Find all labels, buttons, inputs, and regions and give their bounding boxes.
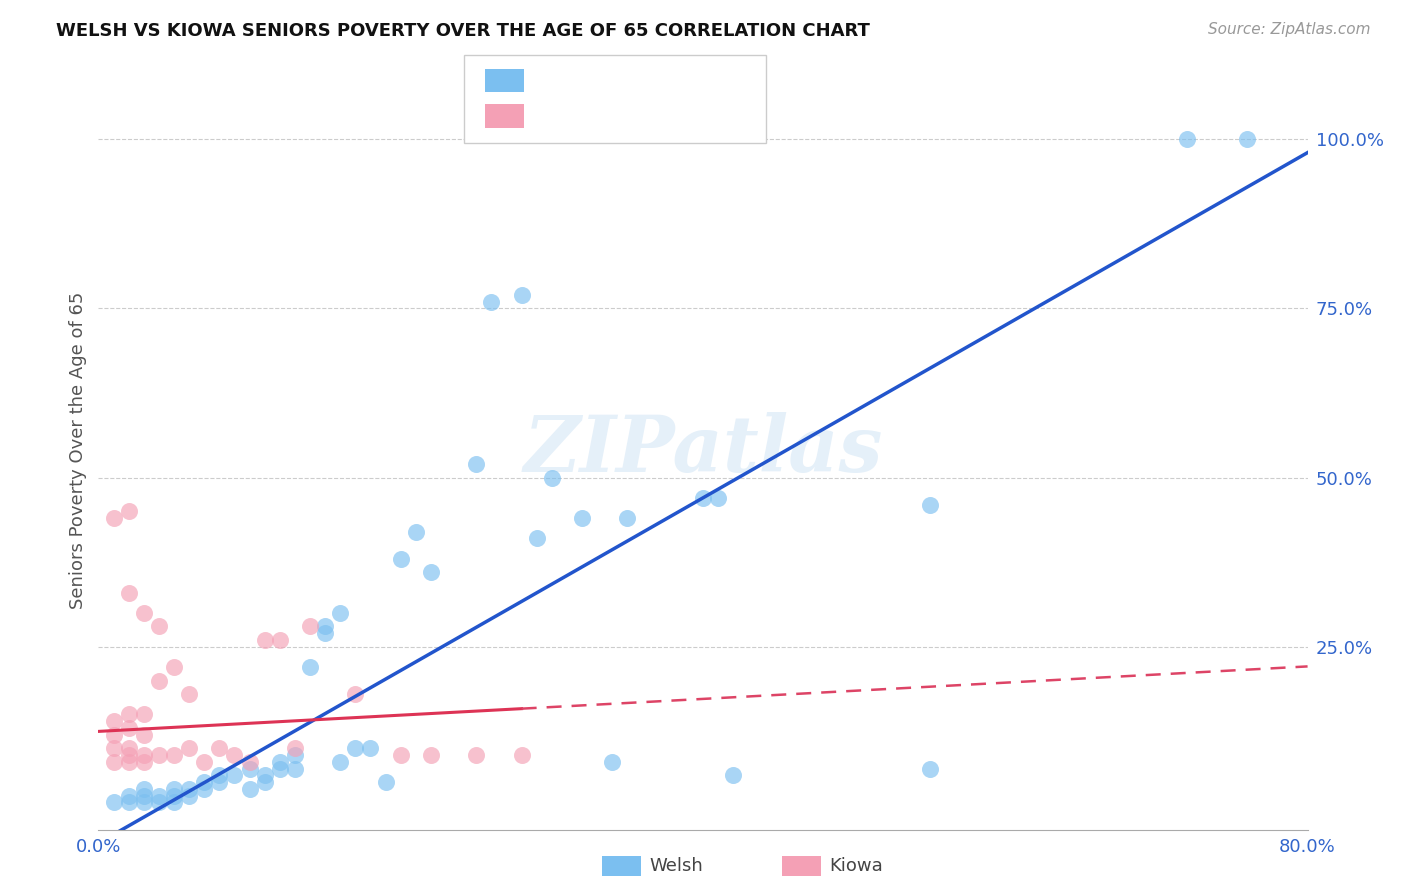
- Point: [103, 741, 125, 756]
- Point: [374, 775, 396, 789]
- Point: [389, 748, 412, 763]
- Point: [253, 775, 276, 789]
- Point: [329, 606, 352, 620]
- Point: [103, 714, 125, 729]
- Point: [269, 633, 291, 648]
- Point: [103, 796, 125, 810]
- Point: [481, 294, 503, 309]
- Point: [132, 755, 155, 769]
- Point: [692, 491, 714, 505]
- Point: [118, 585, 141, 599]
- Point: [360, 741, 382, 756]
- Point: [118, 748, 141, 763]
- Point: [420, 566, 443, 580]
- Point: [224, 748, 246, 763]
- Text: Welsh: Welsh: [650, 857, 703, 875]
- Point: [344, 741, 367, 756]
- Point: [314, 626, 336, 640]
- Point: [132, 728, 155, 742]
- Point: [148, 796, 170, 810]
- Point: [163, 781, 186, 796]
- Point: [314, 619, 336, 633]
- Text: Source: ZipAtlas.com: Source: ZipAtlas.com: [1208, 22, 1371, 37]
- Point: [118, 789, 141, 803]
- Point: [163, 748, 186, 763]
- Text: Kiowa: Kiowa: [830, 857, 883, 875]
- Point: [253, 768, 276, 782]
- Point: [239, 755, 262, 769]
- Point: [163, 796, 186, 810]
- Point: [510, 287, 533, 301]
- Point: [118, 796, 141, 810]
- Point: [723, 768, 745, 782]
- Point: [148, 789, 170, 803]
- Point: [132, 796, 155, 810]
- Point: [284, 748, 307, 763]
- Point: [132, 606, 155, 620]
- Point: [132, 748, 155, 763]
- Point: [602, 755, 624, 769]
- Point: [132, 789, 155, 803]
- Point: [540, 470, 562, 484]
- Point: [918, 498, 941, 512]
- Point: [179, 741, 201, 756]
- Point: [1236, 132, 1258, 146]
- Point: [389, 551, 412, 566]
- Point: [329, 755, 352, 769]
- Point: [465, 748, 488, 763]
- Point: [405, 524, 427, 539]
- Point: [707, 491, 730, 505]
- Point: [239, 762, 262, 776]
- Point: [179, 687, 201, 701]
- Point: [208, 768, 231, 782]
- Point: [132, 781, 155, 796]
- Text: R = 0.087   N = 37: R = 0.087 N = 37: [533, 107, 703, 125]
- Point: [103, 511, 125, 525]
- Point: [193, 781, 215, 796]
- Point: [148, 619, 170, 633]
- Point: [344, 687, 367, 701]
- Point: [118, 755, 141, 769]
- Point: [103, 755, 125, 769]
- Point: [148, 748, 170, 763]
- Point: [269, 755, 291, 769]
- Point: [299, 660, 322, 674]
- Point: [420, 748, 443, 763]
- Point: [103, 728, 125, 742]
- Point: [918, 762, 941, 776]
- Point: [299, 619, 322, 633]
- Point: [118, 707, 141, 722]
- Text: R = 0.787   N = 52: R = 0.787 N = 52: [533, 71, 703, 89]
- Point: [193, 775, 215, 789]
- Point: [118, 504, 141, 518]
- Y-axis label: Seniors Poverty Over the Age of 65: Seniors Poverty Over the Age of 65: [69, 292, 87, 609]
- Point: [284, 762, 307, 776]
- Point: [284, 741, 307, 756]
- Point: [224, 768, 246, 782]
- Point: [193, 755, 215, 769]
- Point: [616, 511, 638, 525]
- Point: [510, 748, 533, 763]
- Point: [269, 762, 291, 776]
- Point: [163, 789, 186, 803]
- Point: [132, 707, 155, 722]
- Point: [148, 673, 170, 688]
- Point: [239, 781, 262, 796]
- Point: [179, 789, 201, 803]
- Text: WELSH VS KIOWA SENIORS POVERTY OVER THE AGE OF 65 CORRELATION CHART: WELSH VS KIOWA SENIORS POVERTY OVER THE …: [56, 22, 870, 40]
- Point: [179, 781, 201, 796]
- Point: [163, 660, 186, 674]
- Point: [571, 511, 593, 525]
- Point: [118, 721, 141, 735]
- Point: [526, 532, 548, 546]
- Point: [208, 775, 231, 789]
- Point: [118, 741, 141, 756]
- Point: [465, 457, 488, 471]
- Point: [1175, 132, 1198, 146]
- Text: ZIPatlas: ZIPatlas: [523, 412, 883, 489]
- Point: [253, 633, 276, 648]
- Point: [208, 741, 231, 756]
